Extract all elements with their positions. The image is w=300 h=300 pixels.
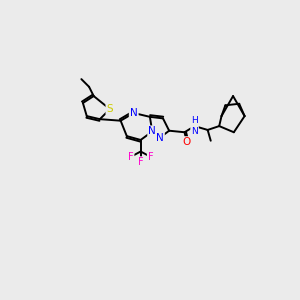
Text: H
N: H N [191, 116, 198, 136]
Text: F: F [128, 152, 134, 162]
Text: F: F [138, 157, 143, 167]
Text: N: N [156, 133, 164, 142]
Text: N: N [130, 108, 138, 118]
Text: O: O [183, 137, 191, 147]
Text: S: S [106, 104, 113, 114]
Text: N: N [148, 127, 156, 136]
Text: F: F [148, 152, 154, 162]
